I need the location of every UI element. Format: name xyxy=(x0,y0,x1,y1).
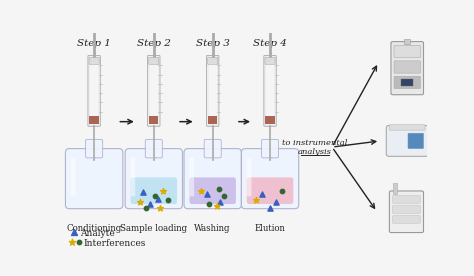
FancyBboxPatch shape xyxy=(386,126,428,156)
Text: to instrumental: to instrumental xyxy=(283,139,348,147)
Point xyxy=(154,197,162,201)
Point xyxy=(197,189,205,193)
Point xyxy=(273,200,280,204)
Point xyxy=(156,206,164,210)
FancyBboxPatch shape xyxy=(86,139,103,158)
Bar xyxy=(404,39,410,44)
FancyBboxPatch shape xyxy=(247,158,251,196)
FancyBboxPatch shape xyxy=(394,61,420,73)
Bar xyxy=(393,183,397,194)
Point xyxy=(205,202,213,206)
FancyBboxPatch shape xyxy=(258,24,282,30)
FancyBboxPatch shape xyxy=(130,177,177,204)
FancyBboxPatch shape xyxy=(201,24,224,30)
FancyBboxPatch shape xyxy=(147,55,160,126)
Text: Conditioning: Conditioning xyxy=(66,224,122,233)
FancyBboxPatch shape xyxy=(241,148,299,209)
Point xyxy=(220,194,228,198)
Point xyxy=(217,200,224,204)
FancyBboxPatch shape xyxy=(394,46,420,58)
Point xyxy=(213,204,220,208)
FancyBboxPatch shape xyxy=(89,57,99,64)
FancyBboxPatch shape xyxy=(208,57,218,64)
Point xyxy=(69,240,76,244)
Text: Washing: Washing xyxy=(194,224,231,233)
Point xyxy=(203,192,210,196)
FancyBboxPatch shape xyxy=(190,177,236,204)
Point xyxy=(252,198,260,202)
FancyBboxPatch shape xyxy=(391,42,423,95)
FancyBboxPatch shape xyxy=(82,24,106,30)
FancyBboxPatch shape xyxy=(207,55,219,126)
Bar xyxy=(150,58,158,124)
Text: Step 4: Step 4 xyxy=(253,39,287,48)
Point xyxy=(258,192,266,196)
FancyBboxPatch shape xyxy=(408,133,423,148)
FancyBboxPatch shape xyxy=(265,57,275,64)
FancyBboxPatch shape xyxy=(149,57,159,64)
Text: Step 1: Step 1 xyxy=(77,39,111,48)
Bar xyxy=(209,58,217,124)
FancyBboxPatch shape xyxy=(262,139,279,158)
Point xyxy=(152,194,159,198)
Point xyxy=(278,189,285,193)
FancyBboxPatch shape xyxy=(392,196,420,203)
Point xyxy=(164,198,172,202)
FancyBboxPatch shape xyxy=(145,139,162,158)
Point xyxy=(159,189,167,193)
Text: Elution: Elution xyxy=(255,224,285,233)
Point xyxy=(136,200,144,204)
Point xyxy=(266,206,274,210)
FancyBboxPatch shape xyxy=(190,158,194,196)
FancyBboxPatch shape xyxy=(390,191,423,233)
Bar xyxy=(90,116,99,124)
FancyBboxPatch shape xyxy=(65,148,123,209)
Point xyxy=(146,202,154,206)
FancyBboxPatch shape xyxy=(88,55,100,126)
FancyBboxPatch shape xyxy=(142,24,165,30)
FancyBboxPatch shape xyxy=(130,158,135,196)
FancyBboxPatch shape xyxy=(390,125,425,130)
Bar xyxy=(401,79,413,86)
FancyBboxPatch shape xyxy=(394,76,420,89)
Bar xyxy=(90,58,98,124)
Point xyxy=(70,230,78,234)
Text: Step 3: Step 3 xyxy=(196,39,229,48)
Bar xyxy=(265,116,275,124)
Text: Interferences: Interferences xyxy=(83,239,146,248)
Text: Step 2: Step 2 xyxy=(137,39,171,48)
FancyBboxPatch shape xyxy=(71,158,75,196)
FancyBboxPatch shape xyxy=(392,206,420,213)
Text: Analyte: Analyte xyxy=(80,229,115,238)
Bar xyxy=(266,58,274,124)
Point xyxy=(75,240,82,244)
FancyBboxPatch shape xyxy=(184,148,241,209)
FancyBboxPatch shape xyxy=(247,177,293,204)
Point xyxy=(139,190,147,195)
Bar xyxy=(149,116,158,124)
Point xyxy=(142,206,150,210)
Point xyxy=(215,186,223,191)
FancyBboxPatch shape xyxy=(392,216,420,223)
FancyBboxPatch shape xyxy=(125,148,182,209)
Text: Sample loading: Sample loading xyxy=(120,224,187,233)
FancyBboxPatch shape xyxy=(264,55,276,126)
Text: analysis: analysis xyxy=(298,148,332,156)
Bar xyxy=(208,116,218,124)
FancyBboxPatch shape xyxy=(204,139,221,158)
